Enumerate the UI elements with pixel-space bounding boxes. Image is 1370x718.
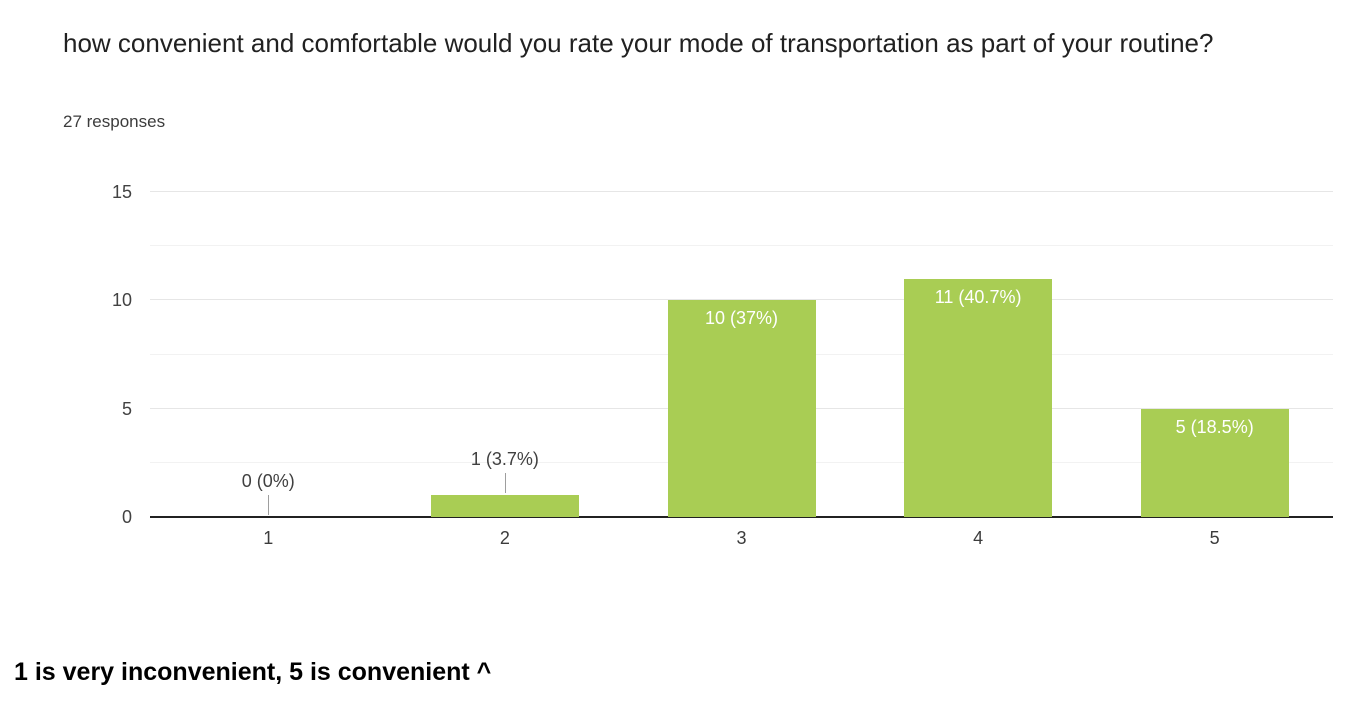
x-axis-label: 3: [736, 528, 747, 548]
bar[interactable]: [667, 300, 816, 517]
bar-chart-plot-area: 0 5 10 15 0 (0%) 1 1 (3.7%) 2 10 (37%) 3 11 (40.7%…: [112, 182, 1333, 548]
bar[interactable]: [1140, 408, 1289, 517]
annotation-stem: [504, 473, 506, 494]
x-axis-label: 5: [1209, 528, 1220, 548]
bar[interactable]: [904, 278, 1053, 517]
y-axis-label: 0: [121, 507, 132, 527]
bar-value-label: 5 (18.5%): [1175, 416, 1254, 437]
gridline-minor: [150, 245, 1333, 247]
gridline: [150, 191, 1333, 192]
bar-value-label: 0 (0%): [241, 471, 295, 491]
y-axis-label: 5: [121, 398, 132, 419]
x-axis-baseline: [150, 516, 1333, 518]
y-axis-label: 15: [111, 182, 132, 202]
bar-value-label: 11 (40.7%): [934, 286, 1022, 307]
responses-count: 27 responses: [63, 112, 166, 131]
bar[interactable]: [430, 495, 579, 517]
y-axis-label: 10: [111, 290, 132, 311]
x-axis-label: 2: [499, 528, 510, 548]
gridline: [150, 299, 1333, 301]
scale-caption: 1 is very inconvenient, 5 is convenient …: [14, 658, 492, 686]
x-axis-label: 1: [263, 528, 274, 548]
question-title: how convenient and comfortable would you…: [63, 28, 1214, 58]
bar-value-label: 10 (37%): [704, 308, 779, 329]
x-axis-label: 4: [973, 528, 984, 548]
annotation-stem: [268, 495, 270, 515]
bar-value-label: 1 (3.7%): [470, 449, 539, 470]
